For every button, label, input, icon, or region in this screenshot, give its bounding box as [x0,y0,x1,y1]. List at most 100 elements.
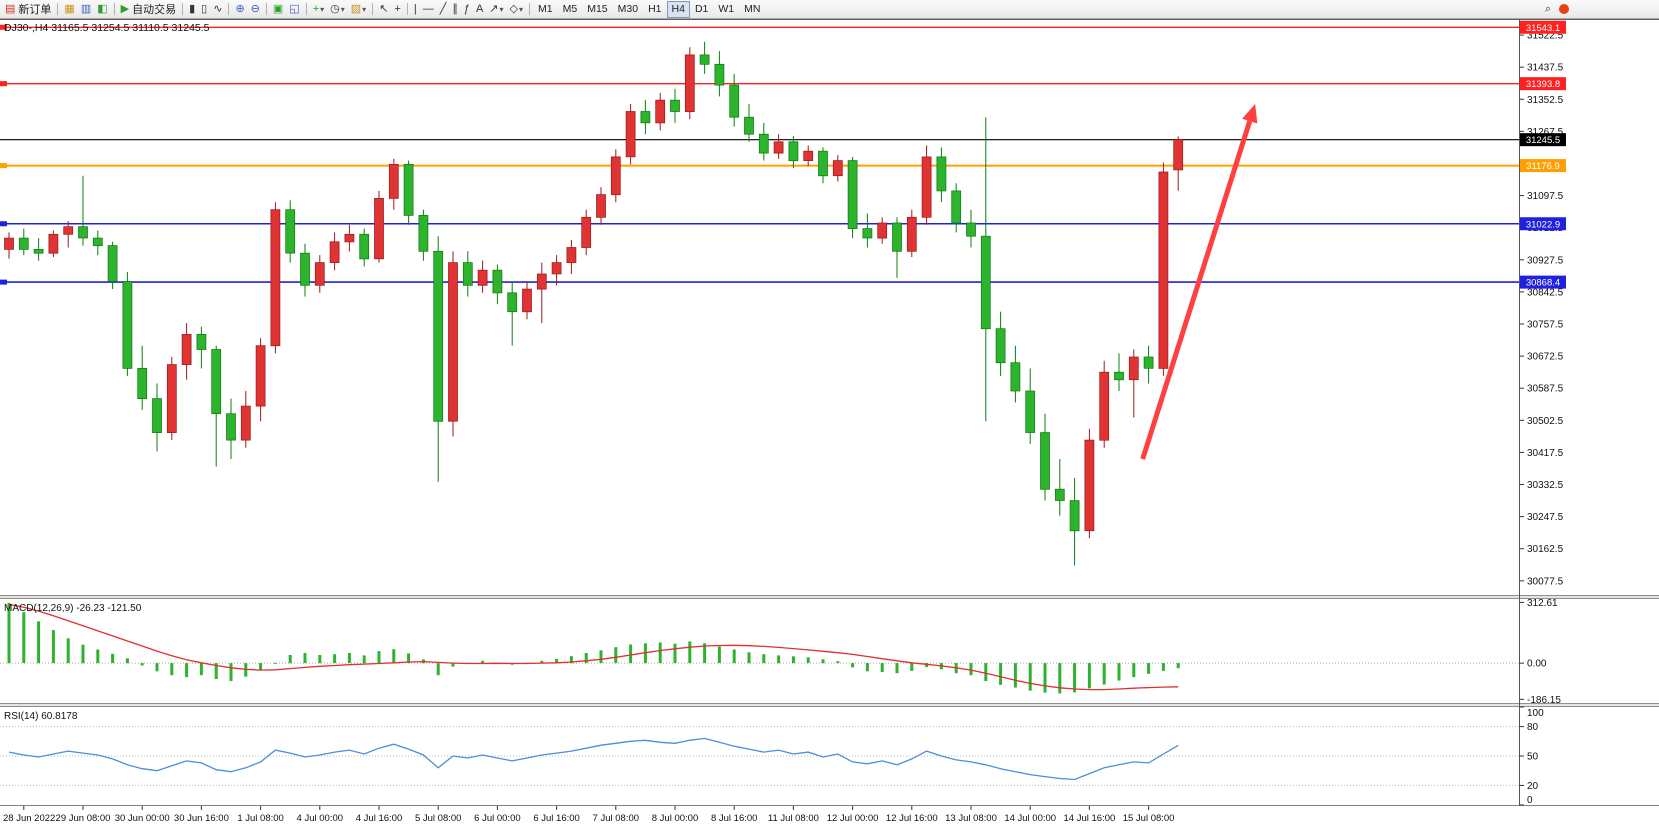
macd-histogram-bar [185,663,189,678]
templates-icon: ▨ [350,2,362,15]
crosshair-tool-button[interactable]: + [391,1,403,17]
timeframe-h1-button[interactable]: H1 [648,2,662,15]
arrows-tool-button[interactable]: ↗ ▾ [486,1,506,17]
candle-body [122,281,133,369]
cascade-windows-button[interactable]: ◱ [286,1,302,17]
timeframe-w1-button[interactable]: W1 [718,2,735,15]
candle-body [966,222,976,237]
candle-body [862,228,873,239]
svg-text:31393.8: 31393.8 [1526,79,1560,90]
tile-windows-button[interactable]: ▣ [270,1,286,17]
macd-histogram-bar [96,649,100,664]
crosshair-icon: + [394,2,401,15]
cursor-tool-button[interactable]: ↖ [376,1,391,17]
svg-text:31245.5: 31245.5 [1526,135,1560,146]
indicators-add-icon: + [312,2,320,15]
macd-histogram-bar [851,663,855,668]
candle-chart-mode-button[interactable]: ▯ [198,1,210,17]
vertical-line-tool-button[interactable]: | [411,1,420,17]
time-axis-label: 12 Jul 00:00 [827,813,879,824]
chevron-down-icon: ▾ [362,4,367,14]
navigator-button[interactable]: ◧ [94,1,110,17]
price-axis-label: 30417.5 [1527,448,1564,459]
bar-chart-mode-button[interactable]: ▮ [186,1,198,17]
timeframe-m5-button[interactable]: M5 [562,2,578,15]
macd-histogram-bar [925,663,929,667]
candle-body [33,249,44,254]
zoom-out-icon: ⊖ [250,2,260,15]
toolbar-divider [265,3,267,15]
data-window-button[interactable]: ▥ [78,1,94,17]
price-axis-label: 31522.5 [1527,31,1564,42]
chevron-down-icon: ▾ [340,4,345,14]
new-order-button[interactable]: ▤ 新订单 [2,1,54,17]
channel-icon: ∥ [452,2,458,15]
candle-body [995,328,1006,364]
templates-button[interactable]: ▨ ▾ [348,1,369,17]
macd-histogram-bar [1117,663,1121,681]
indicators-button[interactable]: + ▾ [310,1,327,17]
macd-histogram-bar [555,658,559,664]
zoom-in-button[interactable]: ⊕ [232,1,247,17]
macd-histogram-bar [377,651,381,664]
timeframe-h4-button[interactable]: H4 [666,0,690,18]
timeframe-m1-button[interactable]: M1 [538,2,553,15]
chevron-down-icon: ▾ [519,4,524,14]
macd-histogram-bar [170,663,174,676]
candle-body [492,269,503,294]
panel-separator[interactable] [0,595,1659,599]
macd-histogram-bar [1058,663,1062,694]
timeframe-d1-button[interactable]: D1 [694,2,709,15]
macd-signal-line [8,603,1179,691]
macd-axis-label: 312.61 [1527,598,1558,609]
zoom-out-button[interactable]: ⊖ [248,1,263,17]
notification-icon[interactable] [1559,4,1569,14]
price-badge: 31393.8 [1520,77,1566,91]
market-watch-button[interactable]: ▦ [61,1,77,17]
timeframe-m15-button[interactable]: M15 [587,2,608,15]
timeframe-mn-button[interactable]: MN [744,2,761,15]
candle-body [403,164,414,216]
candle-body [936,156,947,192]
timeframe-m30-button[interactable]: M30 [617,2,639,15]
periods-button[interactable]: ◷ ▾ [327,1,348,17]
search-icon[interactable]: ⌕ [1544,2,1551,15]
candle-body [314,262,325,286]
panel-separator[interactable] [0,703,1659,707]
time-axis: 28 Jun 2022 29 Jun 08:00 30 Jun 00:00 30 Ju… [3,806,1174,824]
line-chart-mode-button[interactable]: ∿ [210,1,225,17]
horizontal-line-tool-button[interactable]: — [420,1,437,17]
chart-plot-area[interactable] [0,19,1519,595]
auto-trading-button[interactable]: ▶ 自动交易 [118,1,179,17]
candlestick-series [4,41,1184,566]
candle-body [773,141,784,154]
time-axis-label: 4 Jul 00:00 [297,813,343,824]
channel-tool-button[interactable]: ∥ [449,1,461,17]
macd-histogram-bar [303,653,307,664]
chevron-down-icon: ▾ [320,4,325,14]
candle-body [625,111,636,158]
candle-body [107,245,118,282]
text-tool-button[interactable]: A [473,1,486,17]
toolbar: ▤ 新订单 ▦ ▥ ◧ ▶ 自动交易 ▮ ▯ ∿ ⊕ ⊖ ▣ ◱ + ▾ ◷ ▾ ▨… [0,0,1659,19]
price-axis-label: 30077.5 [1527,576,1564,587]
macd-histogram-bar [895,663,899,674]
fibonacci-tool-button[interactable]: ƒ [461,1,473,17]
macd-histogram-bar [836,661,840,664]
time-axis-label: 6 Jul 00:00 [474,813,520,824]
candle-body [4,237,14,250]
time-axis-label: 30 Jun 00:00 [115,813,170,824]
time-axis-label: 7 Jul 08:00 [593,813,639,824]
new-order-label: 新订单 [18,4,52,16]
candle-body [152,398,162,433]
vertical-line-icon: | [413,2,417,15]
shapes-tool-button[interactable]: ◇ ▾ [507,1,526,17]
rsi-axis-label: 80 [1527,722,1539,733]
trendline-tool-button[interactable]: ╱ [437,1,450,17]
candle-body [670,99,680,112]
candle-body [1025,390,1036,433]
trend-arrow-annotation[interactable] [1140,103,1258,460]
candle-body [226,413,236,441]
macd-histogram-bar [569,656,573,664]
candle-body [1114,371,1124,381]
